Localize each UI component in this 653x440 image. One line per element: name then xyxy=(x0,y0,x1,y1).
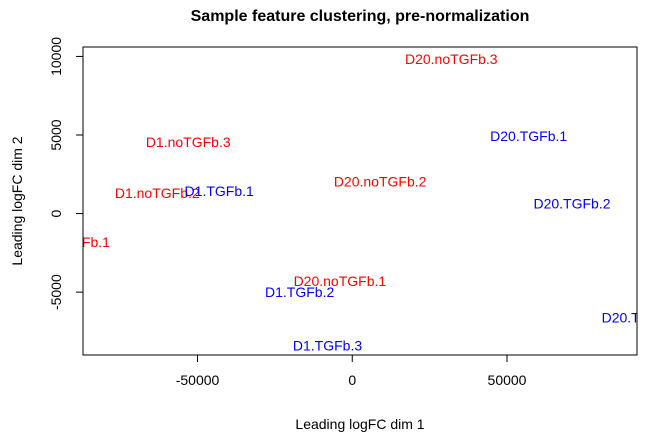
y-tick-label: 10000 xyxy=(48,37,64,76)
chart-title: Sample feature clustering, pre-normaliza… xyxy=(191,8,530,25)
point-label: D20.TGFb.3 xyxy=(602,309,653,325)
point-label: D1.TGFb.2 xyxy=(265,284,334,300)
data-labels: D20.noTGFb.3 D1.noTGFb.3 D20.TGFb.1 D20.noT… xyxy=(25,51,653,354)
y-tick-label: 0 xyxy=(48,209,64,217)
y-axis-label: Leading logFC dim 2 xyxy=(9,136,25,265)
x-tick-label: 50000 xyxy=(488,372,527,388)
point-label: D20.noTGFb.3 xyxy=(405,51,498,67)
point-label: D20.TGFb.2 xyxy=(533,195,610,211)
point-label: D1.noTGFb.3 xyxy=(146,134,231,150)
y-tick-label: 5000 xyxy=(48,119,64,150)
point-label: D1.TGFb.3 xyxy=(293,338,362,354)
point-label: D20.TGFb.1 xyxy=(490,128,567,144)
x-tick-label: -50000 xyxy=(176,372,220,388)
y-tick-label: -5000 xyxy=(48,274,64,310)
x-tick-label: 0 xyxy=(348,372,356,388)
point-label: D20.noTGFb.2 xyxy=(334,173,427,189)
x-axis-label: Leading logFC dim 1 xyxy=(295,416,424,432)
point-label: D1.noTGFb.1 xyxy=(25,234,110,250)
point-label: D1.TGFb.1 xyxy=(185,183,254,199)
